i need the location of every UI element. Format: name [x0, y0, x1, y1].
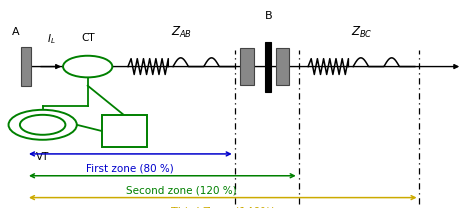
Circle shape — [63, 56, 112, 77]
Bar — [102, 115, 147, 147]
Bar — [265, 42, 271, 92]
Text: B: B — [264, 11, 272, 21]
Text: $I_L$: $I_L$ — [46, 32, 55, 46]
Circle shape — [20, 115, 65, 135]
Bar — [276, 48, 289, 85]
Text: VT: VT — [36, 152, 49, 162]
Text: Third Zone (140%): Third Zone (140%) — [171, 207, 275, 208]
Text: $Z_{AB}$: $Z_{AB}$ — [171, 24, 192, 40]
Bar — [240, 48, 254, 85]
Text: Second zone (120 %): Second zone (120 %) — [126, 185, 237, 195]
Text: CT: CT — [81, 33, 94, 43]
Text: $Z_{BC}$: $Z_{BC}$ — [351, 24, 372, 40]
Text: A: A — [12, 27, 19, 37]
Text: Relay: Relay — [111, 126, 138, 136]
Bar — [21, 47, 31, 86]
Circle shape — [9, 110, 77, 140]
Text: First zone (80 %): First zone (80 %) — [86, 163, 174, 173]
